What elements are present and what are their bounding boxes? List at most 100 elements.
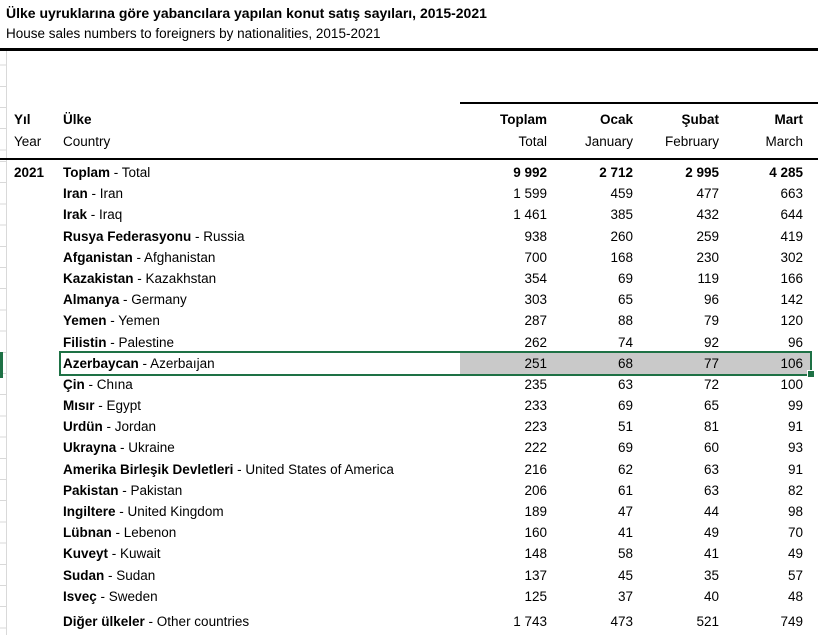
country-cell[interactable]: Ukrayna - Ukraine <box>63 437 460 458</box>
february-cell[interactable]: 96 <box>703 292 719 308</box>
year-cell[interactable] <box>0 353 63 374</box>
march-cell[interactable]: 70 <box>787 525 803 541</box>
february-cell[interactable]: 40 <box>703 588 719 604</box>
january-cell[interactable]: 69 <box>617 440 633 456</box>
total-cell[interactable]: 251 <box>524 355 547 371</box>
country-cell[interactable]: Urdün - Jordan <box>63 416 460 437</box>
table-row[interactable]: Rusya Federasyonu - Russia 938 260 259 4… <box>0 226 818 247</box>
year-cell[interactable] <box>0 374 63 395</box>
year-cell[interactable] <box>0 247 63 268</box>
february-cell[interactable]: 60 <box>703 440 719 456</box>
country-cell[interactable]: Yemen - Yemen <box>63 310 460 331</box>
table-row[interactable]: Diğer ülkeler - Other countries 1 743 47… <box>0 611 818 632</box>
country-cell[interactable]: Rusya Federasyonu - Russia <box>63 226 460 247</box>
year-cell[interactable] <box>0 611 63 632</box>
february-cell[interactable]: 2 995 <box>685 165 719 180</box>
march-cell[interactable]: 106 <box>780 355 803 371</box>
march-cell[interactable]: 663 <box>780 186 803 202</box>
total-cell[interactable]: 137 <box>524 567 547 583</box>
january-cell[interactable]: 69 <box>617 270 633 286</box>
country-cell[interactable]: Lübnan - Lebenon <box>63 522 460 543</box>
country-cell[interactable]: Amerika Birleşik Devletleri - United Sta… <box>63 459 460 480</box>
total-cell[interactable]: 354 <box>524 270 547 286</box>
total-cell[interactable]: 9 992 <box>513 165 547 180</box>
total-cell[interactable]: 223 <box>524 419 547 435</box>
february-cell[interactable]: 65 <box>703 398 719 414</box>
year-cell[interactable] <box>0 480 63 501</box>
year-cell[interactable]: 2021 <box>14 165 45 180</box>
january-cell[interactable]: 2 712 <box>599 165 633 180</box>
country-cell[interactable]: Filistin - Palestine <box>63 332 460 353</box>
january-cell[interactable]: 37 <box>617 588 633 604</box>
january-cell[interactable]: 61 <box>617 482 633 498</box>
year-cell[interactable] <box>0 226 63 247</box>
january-cell[interactable]: 260 <box>610 228 633 244</box>
february-cell[interactable]: 49 <box>703 525 719 541</box>
country-cell[interactable]: Iran - Iran <box>63 183 460 204</box>
table-row[interactable]: Çin - Chına 235 63 72 100 <box>0 374 818 395</box>
country-cell[interactable]: Afganistan - Afghanistan <box>63 247 460 268</box>
february-cell[interactable]: 63 <box>703 482 719 498</box>
february-cell[interactable]: 79 <box>703 313 719 329</box>
year-cell[interactable] <box>0 501 63 522</box>
total-cell[interactable]: 1 461 <box>513 207 547 223</box>
table-row[interactable]: Pakistan - Pakistan 206 61 63 82 <box>0 480 818 501</box>
table-row[interactable]: Afganistan - Afghanistan 700 168 230 302 <box>0 247 818 268</box>
year-cell[interactable] <box>0 395 63 416</box>
february-cell[interactable]: 44 <box>703 504 719 519</box>
february-cell[interactable]: 77 <box>703 355 719 371</box>
march-cell[interactable]: 96 <box>787 334 803 350</box>
january-cell[interactable]: 168 <box>610 249 633 265</box>
january-cell[interactable]: 65 <box>617 292 633 308</box>
march-cell[interactable]: 82 <box>787 482 803 498</box>
march-cell[interactable]: 419 <box>780 228 803 244</box>
year-cell[interactable] <box>0 586 63 607</box>
table-row[interactable]: Yemen - Yemen 287 88 79 120 <box>0 310 818 331</box>
february-cell[interactable]: 477 <box>696 186 719 202</box>
year-cell[interactable] <box>0 289 63 310</box>
march-cell[interactable]: 99 <box>787 398 803 414</box>
february-cell[interactable]: 81 <box>703 419 719 435</box>
march-cell[interactable]: 749 <box>780 613 803 629</box>
total-cell[interactable]: 233 <box>524 398 547 414</box>
march-cell[interactable]: 100 <box>780 376 803 392</box>
table-row[interactable]: Irak - Iraq 1 461 385 432 644 <box>0 204 818 225</box>
january-cell[interactable]: 62 <box>617 461 633 477</box>
table-row[interactable]: 2021 Toplam - Total 9 992 2 712 2 995 4 … <box>0 162 818 183</box>
march-cell[interactable]: 142 <box>780 292 803 308</box>
january-cell[interactable]: 69 <box>617 398 633 414</box>
march-cell[interactable]: 91 <box>787 419 803 435</box>
march-cell[interactable]: 302 <box>780 249 803 265</box>
march-cell[interactable]: 98 <box>787 504 803 519</box>
total-cell[interactable]: 235 <box>524 376 547 392</box>
year-cell[interactable] <box>0 565 63 586</box>
february-cell[interactable]: 432 <box>696 207 719 223</box>
table-row[interactable]: Azerbaycan - Azerbaıjan 251 68 77 106 <box>0 350 818 378</box>
year-cell[interactable] <box>0 268 63 289</box>
january-cell[interactable]: 63 <box>617 376 633 392</box>
table-row[interactable]: Kazakistan - Kazakhstan 354 69 119 166 <box>0 268 818 289</box>
total-cell[interactable]: 206 <box>524 482 547 498</box>
country-cell[interactable]: Almanya - Germany <box>63 289 460 310</box>
year-cell[interactable] <box>0 183 63 204</box>
total-cell[interactable]: 160 <box>524 525 547 541</box>
country-cell[interactable]: Mısır - Egypt <box>63 395 460 416</box>
total-cell[interactable]: 222 <box>524 440 547 456</box>
total-cell[interactable]: 189 <box>524 504 547 519</box>
year-cell[interactable] <box>0 437 63 458</box>
year-cell[interactable] <box>0 204 63 225</box>
table-row[interactable]: Almanya - Germany 303 65 96 142 <box>0 289 818 310</box>
country-cell[interactable]: Isveç - Sweden <box>63 586 460 607</box>
table-row[interactable]: Isveç - Sweden 125 37 40 48 <box>0 586 818 607</box>
table-row[interactable]: Sudan - Sudan 137 45 35 57 <box>0 565 818 586</box>
table-row[interactable]: Lübnan - Lebenon 160 41 49 70 <box>0 522 818 543</box>
january-cell[interactable]: 41 <box>617 525 633 541</box>
february-cell[interactable]: 119 <box>697 270 719 286</box>
table-row[interactable]: Kuveyt - Kuwait 148 58 41 49 <box>0 543 818 564</box>
table-row[interactable]: Mısır - Egypt 233 69 65 99 <box>0 395 818 416</box>
march-cell[interactable]: 120 <box>780 313 803 329</box>
total-cell[interactable]: 287 <box>524 313 547 329</box>
total-cell[interactable]: 148 <box>524 546 547 562</box>
february-cell[interactable]: 259 <box>696 228 719 244</box>
table-row[interactable]: Amerika Birleşik Devletleri - United Sta… <box>0 459 818 480</box>
